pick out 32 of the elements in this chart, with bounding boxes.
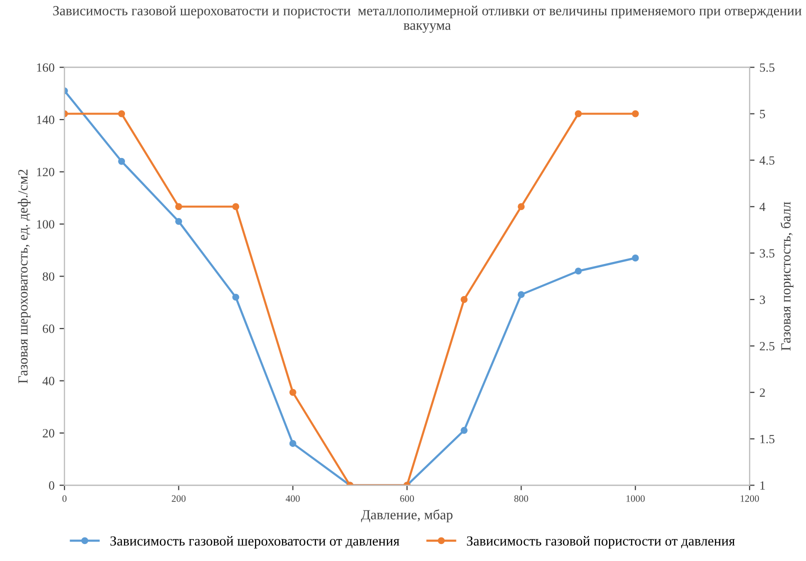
y-tick-label: 60 (42, 324, 54, 333)
y2-tick-label: 4 (760, 202, 766, 211)
legend-label: Зависимость газовой шероховатости от давления (110, 536, 400, 548)
chart-title: Зависимость газовой шероховатости и пористости металлополимерной отливки от величины применяемого при отверждении вакуума (53, 6, 802, 33)
y-axis-title: Газовая шероховатость, ед. деф./см2 (18, 170, 30, 384)
y2-tick-label: 2 (760, 388, 765, 397)
y2-tick-label: 5.5 (760, 63, 774, 72)
x-tick-label: 200 (172, 495, 186, 502)
legend-label: Зависимость газовой пористости от давления (466, 536, 735, 548)
x-tick-label: 0 (62, 495, 67, 502)
x-tick-label: 600 (400, 495, 414, 502)
y2-tick-label: 2.5 (760, 342, 774, 350)
y2-tick-label: 5 (760, 110, 766, 118)
x-tick-label: 1200 (740, 495, 759, 502)
y-tick-label: 20 (42, 429, 54, 438)
y2-tick-label: 1.5 (760, 434, 774, 444)
y-tick-label: 160 (37, 63, 54, 72)
y2-tick-label: 1 (760, 481, 765, 490)
y-tick-label: 140 (37, 116, 54, 124)
y2-axis-title: Газовая пористость, балл (780, 202, 794, 351)
y-tick-label: 100 (37, 220, 54, 229)
y-tick-label: 0 (48, 481, 54, 490)
y2-tick-label: 4.5 (760, 156, 774, 165)
y-tick-label: 80 (42, 272, 54, 281)
y2-tick-label: 3.5 (760, 249, 774, 258)
y-tick-label: 40 (42, 376, 54, 386)
x-axis-title: Давление, мбар (361, 509, 453, 522)
x-tick-label: 1000 (626, 495, 645, 502)
x-tick-label: 800 (514, 495, 528, 502)
y-tick-label: 120 (37, 168, 54, 176)
y2-tick-label: 3 (760, 296, 766, 304)
x-tick-label: 400 (286, 495, 300, 502)
